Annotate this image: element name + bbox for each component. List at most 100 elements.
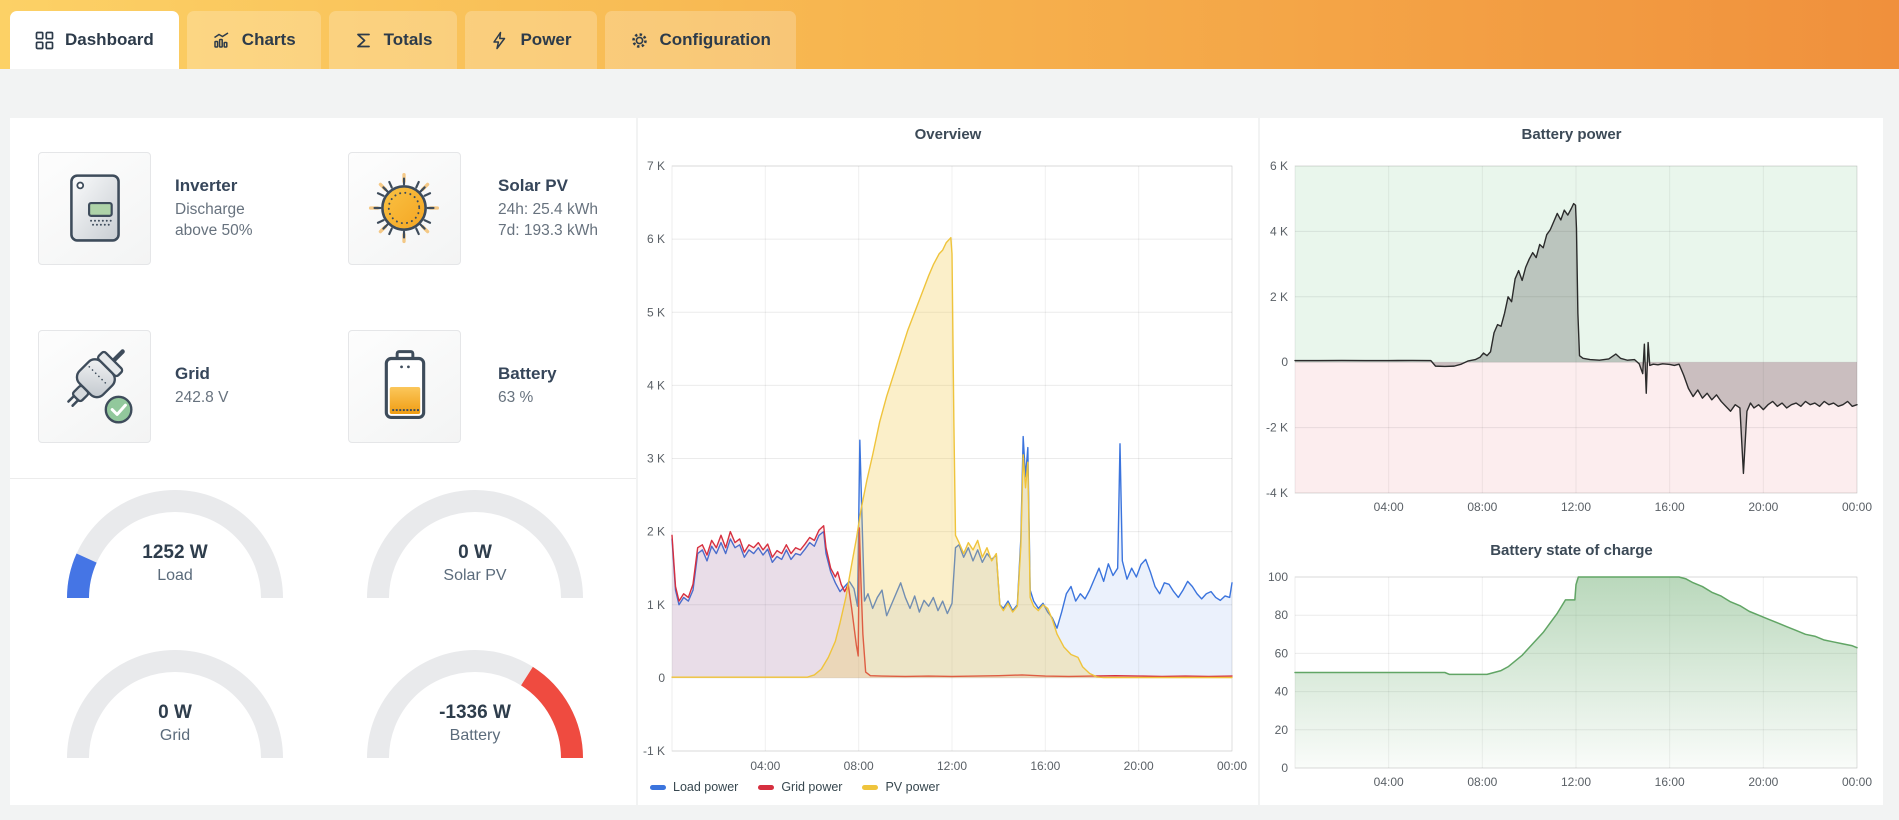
load-gauge-value: 1252 W	[142, 542, 208, 563]
inverter-status-line2: above 50%	[175, 221, 253, 239]
solar-pv-card	[348, 152, 461, 265]
svg-text:08:00: 08:00	[1467, 775, 1497, 789]
svg-text:20:00: 20:00	[1124, 759, 1154, 773]
svg-text:-1 K: -1 K	[643, 744, 665, 758]
lightning-icon	[490, 31, 509, 50]
legend-swatch-grid	[758, 784, 775, 790]
svg-text:20: 20	[1275, 723, 1289, 737]
tab-bar: Dashboard Charts Totals	[10, 11, 796, 69]
svg-text:0: 0	[1281, 761, 1288, 775]
solar-pv-card-text: Solar PV 24h: 25.4 kWh 7d: 193.3 kWh	[498, 152, 633, 265]
svg-text:-2 K: -2 K	[1266, 421, 1288, 435]
tab-label: Dashboard	[65, 30, 154, 49]
grid-gauge: 0 W Grid	[65, 648, 285, 763]
battery-soc-chart: 100 80 60 40 20 0 04:00 08:00 12:00 16:00 20:00 00:…	[1268, 570, 1872, 789]
solar-pv-24h-value: 24h: 25.4 kWh	[498, 201, 598, 219]
svg-text:1 K: 1 K	[647, 598, 665, 612]
legend-swatch-load	[650, 784, 666, 790]
svg-text:7 K: 7 K	[647, 159, 665, 173]
battery-soc-chart-title: Battery state of charge	[1490, 542, 1653, 559]
battery-gauge-arc	[367, 650, 583, 759]
check-badge-icon	[104, 395, 133, 424]
tab-label: Totals	[383, 30, 433, 49]
grid-card	[38, 330, 151, 443]
battery-icon	[384, 350, 426, 420]
svg-text:80: 80	[1275, 608, 1289, 622]
grid-card-text: Grid 242.8 V	[175, 330, 335, 443]
grid-title: Grid	[175, 364, 210, 384]
svg-text:-4 K: -4 K	[1266, 486, 1288, 500]
dashboard-grid-icon	[35, 31, 54, 50]
svg-text:4 K: 4 K	[1270, 224, 1288, 238]
svg-text:16:00: 16:00	[1030, 759, 1060, 773]
tab-configuration[interactable]: Configuration	[604, 11, 796, 69]
inverter-status-line1: Discharge	[175, 201, 245, 219]
charts-icon	[212, 31, 231, 50]
tab-label: Power	[520, 30, 572, 49]
status-panel: Inverter Discharge above 50%	[10, 118, 636, 805]
panel-divider	[10, 478, 636, 479]
battery-power-chart-title: Battery power	[1521, 126, 1622, 143]
header-bar: Dashboard Charts Totals	[0, 0, 1899, 69]
svg-text:20:00: 20:00	[1748, 775, 1778, 789]
solar-pv-title: Solar PV	[498, 176, 568, 196]
svg-text:00:00: 00:00	[1217, 759, 1247, 773]
svg-text:12:00: 12:00	[937, 759, 967, 773]
svg-text:40: 40	[1275, 685, 1289, 699]
load-gauge-arc	[67, 490, 283, 599]
tab-dashboard[interactable]: Dashboard	[10, 11, 179, 69]
inverter-title: Inverter	[175, 176, 238, 196]
grid-gauge-value: 0 W	[158, 702, 192, 723]
battery-power-chart: 6 K 4 K 2 K 0 -2 K -4 K 04:00 08:00 12:00 16:00 20…	[1266, 159, 1872, 514]
legend-item-grid: Grid power	[758, 780, 842, 794]
battery-card-text: Battery 63 %	[498, 330, 658, 443]
svg-text:6 K: 6 K	[1270, 159, 1288, 173]
load-gauge: 1252 W Load	[65, 488, 285, 603]
grid-gauge-label: Grid	[159, 727, 191, 744]
svg-text:12:00: 12:00	[1561, 775, 1591, 789]
battery-charts-panel: Battery power 6 K 4 K 2 K 0 -2 K -4 K 04:00 08:…	[1260, 118, 1883, 805]
svg-text:3 K: 3 K	[647, 452, 665, 466]
tab-totals[interactable]: Totals	[328, 11, 458, 69]
tab-charts[interactable]: Charts	[186, 11, 321, 69]
svg-text:12:00: 12:00	[1561, 500, 1591, 514]
svg-text:0: 0	[1281, 355, 1288, 369]
load-gauge-label: Load	[157, 567, 193, 584]
overview-chart-panel: Overview 7 K 6 K 5 K 4 K 3 K 2 K 1 K 0 -1 K 04:00…	[638, 118, 1258, 805]
legend-item-pv: PV power	[862, 780, 940, 794]
grid-voltage-value: 242.8 V	[175, 389, 229, 407]
tab-power[interactable]: Power	[465, 11, 597, 69]
solar-gauge-label: Solar PV	[443, 567, 507, 584]
plug-icon	[67, 349, 133, 424]
solar-pv-7d-value: 7d: 193.3 kWh	[498, 221, 598, 239]
svg-text:08:00: 08:00	[1467, 500, 1497, 514]
sigma-icon	[354, 31, 373, 50]
svg-text:100: 100	[1268, 570, 1288, 584]
tab-label: Configuration	[659, 30, 771, 49]
svg-text:00:00: 00:00	[1842, 500, 1872, 514]
battery-title: Battery	[498, 364, 557, 384]
svg-text:00:00: 00:00	[1842, 775, 1872, 789]
svg-text:04:00: 04:00	[1374, 775, 1404, 789]
legend-item-load: Load power	[650, 780, 738, 794]
legend-label-grid: Grid power	[781, 780, 843, 794]
overview-chart: 7 K 6 K 5 K 4 K 3 K 2 K 1 K 0 -1 K 04:00 08:00 12:0…	[643, 159, 1247, 773]
overview-chart-title: Overview	[914, 126, 982, 143]
svg-text:2 K: 2 K	[647, 525, 665, 539]
svg-text:08:00: 08:00	[844, 759, 874, 773]
svg-text:16:00: 16:00	[1655, 500, 1685, 514]
sun-icon	[368, 172, 440, 244]
gear-icon	[630, 31, 649, 50]
svg-text:60: 60	[1275, 646, 1289, 660]
svg-text:16:00: 16:00	[1655, 775, 1685, 789]
grid-gauge-arc	[67, 650, 283, 759]
battery-soc-value: 63 %	[498, 389, 534, 407]
battery-gauge: -1336 W Battery	[365, 648, 585, 763]
inverter-icon	[70, 174, 120, 242]
solar-gauge-value: 0 W	[458, 542, 492, 563]
svg-text:2 K: 2 K	[1270, 290, 1288, 304]
svg-text:6 K: 6 K	[647, 232, 665, 246]
legend-label-pv: PV power	[885, 780, 940, 794]
svg-text:0: 0	[658, 671, 665, 685]
